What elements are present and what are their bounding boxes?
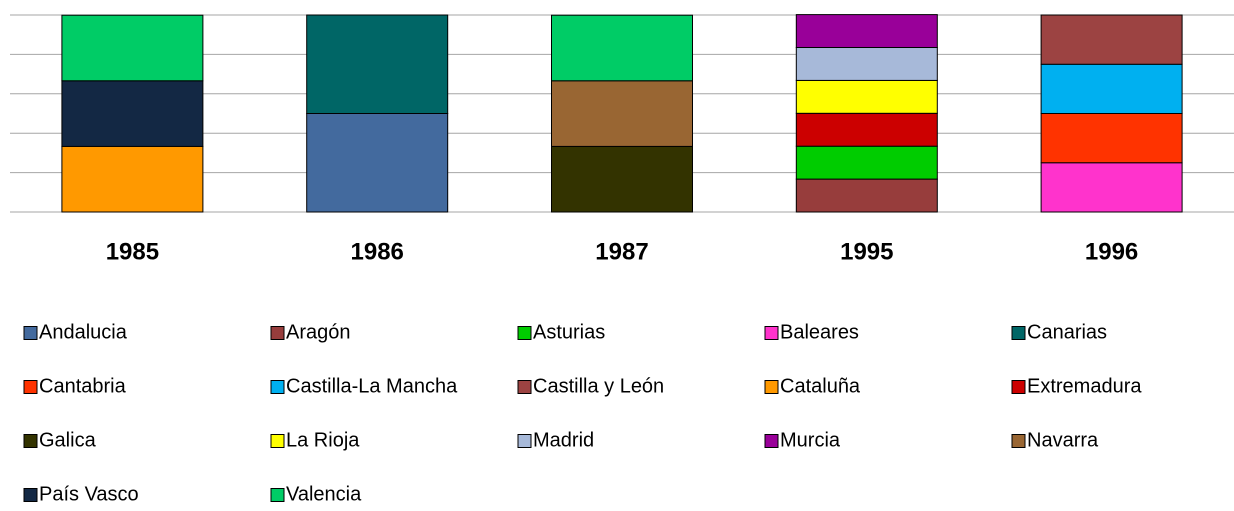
legend-swatch xyxy=(764,434,779,448)
bar-segment xyxy=(551,80,693,147)
legend-swatch xyxy=(1011,380,1026,394)
legend-swatch xyxy=(23,380,38,394)
x-tick-label: 1987 xyxy=(595,238,648,265)
legend-label: Canarias xyxy=(1027,321,1107,343)
legend-swatch xyxy=(764,380,779,394)
legend-label: Madrid xyxy=(533,429,594,451)
legend-swatch xyxy=(270,488,285,502)
bar-segment xyxy=(61,145,204,213)
bar-segment xyxy=(306,14,449,114)
bar-segment xyxy=(551,14,693,82)
legend-swatch xyxy=(23,326,38,340)
legend-label: País Vasco xyxy=(39,483,139,505)
legend-swatch xyxy=(23,488,38,502)
legend-swatch xyxy=(23,434,38,448)
legend-label: Extremadura xyxy=(1027,375,1142,397)
bar-segment xyxy=(795,14,938,49)
bar-segment xyxy=(1040,162,1183,213)
legend-swatch xyxy=(517,326,532,340)
legend-swatch xyxy=(270,380,285,394)
bar-segment xyxy=(61,14,204,82)
bar-segment xyxy=(61,80,204,147)
legend-label: Murcia xyxy=(780,429,841,451)
x-tick-label: 1985 xyxy=(106,238,159,265)
legend-swatch xyxy=(517,380,532,394)
legend-label: Asturias xyxy=(533,321,605,343)
legend-swatch xyxy=(764,326,779,340)
legend-label: La Rioja xyxy=(286,429,360,451)
legend-label: Galica xyxy=(39,429,97,451)
x-tick-label: 1986 xyxy=(351,238,404,265)
legend-swatch xyxy=(270,434,285,448)
bar-segment xyxy=(795,145,938,180)
x-tick-label: 1995 xyxy=(840,238,893,265)
legend-label: Castilla y León xyxy=(533,375,664,397)
bar-segment xyxy=(795,79,938,114)
bar-segment xyxy=(1040,63,1183,114)
legend-label: Castilla-La Mancha xyxy=(286,375,458,397)
legend-label: Cantabria xyxy=(39,375,127,397)
bar-segment xyxy=(1040,14,1183,65)
legend-label: Navarra xyxy=(1027,429,1099,451)
legend-label: Valencia xyxy=(286,483,362,505)
x-tick-label: 1996 xyxy=(1085,238,1138,265)
legend-swatch xyxy=(1011,434,1026,448)
bar-segment xyxy=(1040,113,1183,164)
legend-swatch xyxy=(1011,326,1026,340)
bar-segment xyxy=(551,145,693,213)
legend-swatch xyxy=(270,326,285,340)
bar-segment xyxy=(795,178,938,213)
bar-segment xyxy=(795,47,938,81)
legend-label: Aragón xyxy=(286,321,351,343)
legend-swatch xyxy=(517,434,532,448)
legend-label: Andalucia xyxy=(39,321,128,343)
legend-label: Cataluña xyxy=(780,375,861,397)
bar-segment xyxy=(795,112,938,147)
bar-segment xyxy=(306,113,449,213)
legend-label: Baleares xyxy=(780,321,859,343)
